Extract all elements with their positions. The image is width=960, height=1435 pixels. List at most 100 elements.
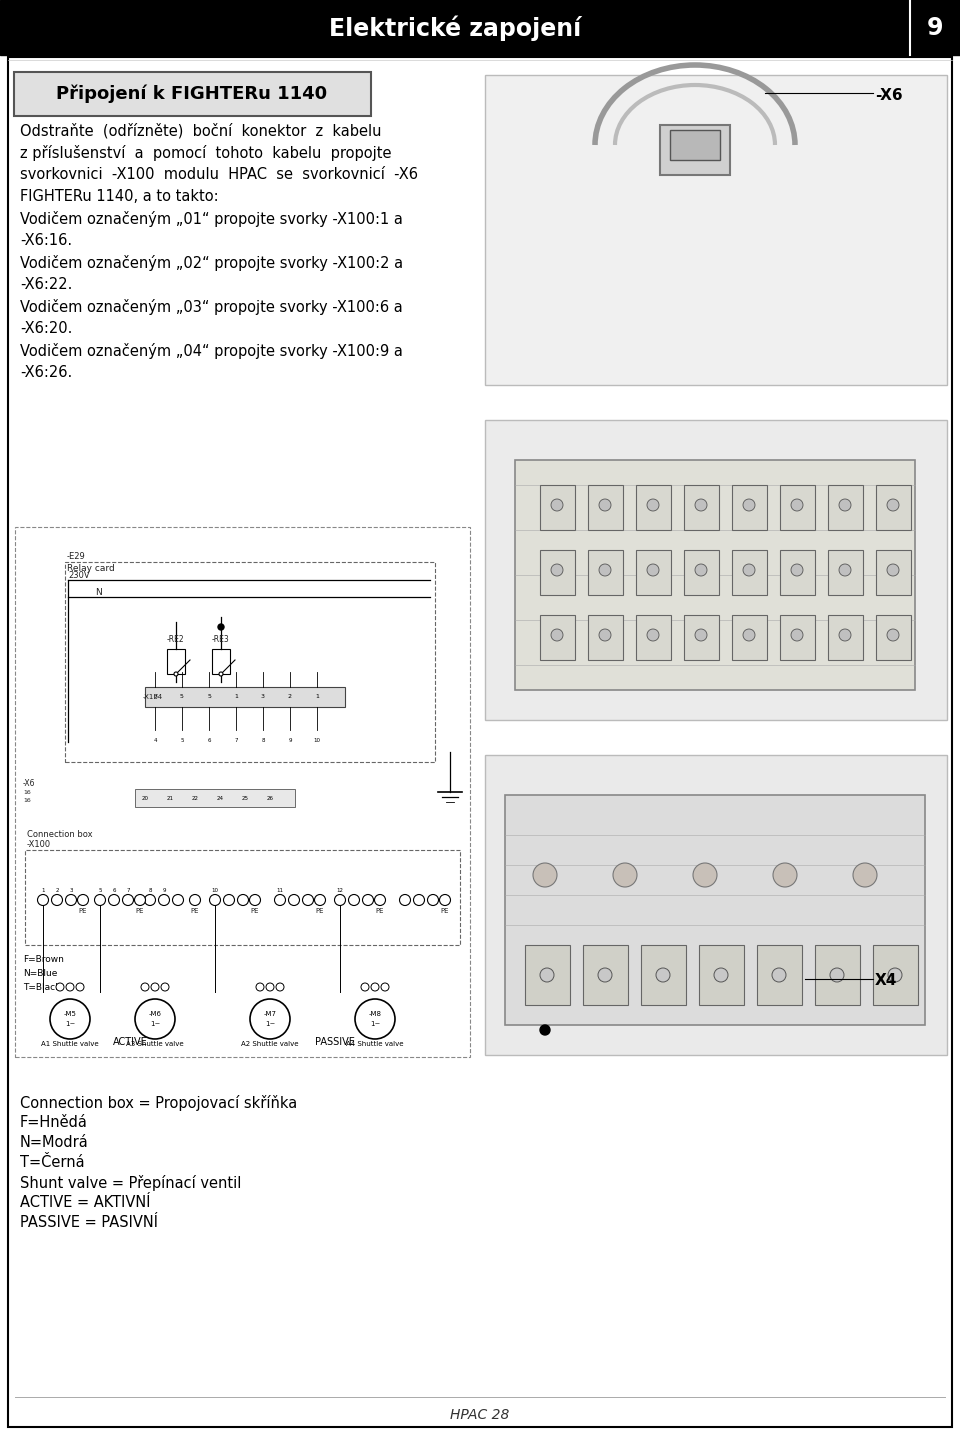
Text: 4: 4 [154, 738, 156, 743]
Circle shape [76, 983, 84, 992]
Bar [684, 616, 719, 660]
FancyBboxPatch shape [14, 72, 371, 116]
Circle shape [218, 624, 224, 630]
Circle shape [37, 894, 49, 905]
Text: PASSIVE: PASSIVE [315, 1038, 355, 1048]
Circle shape [887, 629, 899, 641]
Text: -RE2: -RE2 [167, 636, 184, 644]
Bar [641, 946, 686, 1004]
Circle shape [348, 894, 359, 905]
Text: F=Brown: F=Brown [23, 956, 64, 964]
Text: 16: 16 [23, 791, 31, 795]
Bar [828, 550, 863, 596]
Text: 20: 20 [141, 795, 149, 801]
Text: Připojení k FIGHTERu 1140: Připojení k FIGHTERu 1140 [57, 85, 327, 103]
Circle shape [371, 983, 379, 992]
Circle shape [887, 564, 899, 575]
Text: HPAC 28: HPAC 28 [450, 1408, 510, 1422]
Bar [485, 755, 947, 1055]
Text: svorkovnici  -X100  modulu  HPAC  se  svorkovnicí  -X6: svorkovnici -X100 modulu HPAC se svorkov… [20, 166, 418, 182]
Bar [515, 461, 915, 690]
Bar [212, 649, 230, 674]
Text: Vodičem označeným „02“ propojte svorky -X100:2 a: Vodičem označeným „02“ propojte svorky -… [20, 255, 403, 271]
Text: Odstraňte  (odřízněte)  boční  konektor  z  kabelu: Odstraňte (odřízněte) boční konektor z k… [20, 123, 381, 139]
Text: A1 Shuttle valve: A1 Shuttle valve [41, 1040, 99, 1048]
Text: Shunt valve = Přepínací ventil: Shunt valve = Přepínací ventil [20, 1175, 241, 1191]
Circle shape [276, 983, 284, 992]
Circle shape [145, 894, 156, 905]
Text: Elektrické zapojení: Elektrické zapojení [329, 16, 581, 40]
Bar [670, 131, 720, 159]
Text: FIGHTERu 1140, a to takto:: FIGHTERu 1140, a to takto: [20, 189, 219, 204]
Text: T=Black: T=Black [23, 983, 60, 992]
Circle shape [52, 894, 62, 905]
Text: F=Hnědá: F=Hnědá [20, 1115, 88, 1129]
Bar [588, 550, 623, 596]
Circle shape [551, 499, 563, 511]
Bar [583, 946, 628, 1004]
Circle shape [56, 983, 64, 992]
Circle shape [302, 894, 314, 905]
Circle shape [714, 969, 728, 982]
Bar [0, 0, 960, 55]
Text: -X6:22.: -X6:22. [20, 277, 72, 291]
Text: 10: 10 [314, 738, 321, 743]
Circle shape [174, 672, 178, 676]
Bar [485, 75, 947, 385]
Circle shape [887, 499, 899, 511]
Bar [145, 687, 345, 707]
Circle shape [250, 999, 290, 1039]
Bar [505, 795, 925, 1025]
Text: 5: 5 [207, 695, 211, 699]
Text: -E29: -E29 [67, 552, 85, 561]
Circle shape [830, 969, 844, 982]
Text: 2: 2 [56, 888, 59, 893]
Text: 10: 10 [211, 888, 219, 893]
Bar [636, 550, 671, 596]
Bar [636, 485, 671, 530]
Circle shape [599, 564, 611, 575]
Text: 6: 6 [207, 738, 211, 743]
Text: PE: PE [251, 908, 259, 914]
Text: 1~: 1~ [150, 1020, 160, 1027]
Circle shape [540, 969, 554, 982]
Text: Vodičem označeným „03“ propojte svorky -X100:6 a: Vodičem označeným „03“ propojte svorky -… [20, 298, 403, 316]
Bar [815, 946, 860, 1004]
Bar [15, 527, 470, 1058]
Text: -M6: -M6 [149, 1012, 161, 1017]
Bar [540, 550, 575, 596]
Text: PE: PE [441, 908, 449, 914]
Circle shape [695, 564, 707, 575]
Circle shape [551, 629, 563, 641]
Text: Connection box: Connection box [27, 829, 92, 839]
Bar [636, 616, 671, 660]
Circle shape [65, 894, 77, 905]
Bar [828, 485, 863, 530]
Circle shape [158, 894, 170, 905]
Text: 1: 1 [41, 888, 45, 893]
Circle shape [135, 999, 175, 1039]
Circle shape [334, 894, 346, 905]
Circle shape [361, 983, 369, 992]
Circle shape [94, 894, 106, 905]
Text: PE: PE [316, 908, 324, 914]
Bar [732, 485, 767, 530]
Circle shape [839, 499, 851, 511]
Text: -M8: -M8 [369, 1012, 381, 1017]
Text: 3: 3 [69, 888, 73, 893]
Text: -M5: -M5 [63, 1012, 77, 1017]
Circle shape [275, 894, 285, 905]
Circle shape [256, 983, 264, 992]
Bar [876, 550, 911, 596]
Bar [876, 485, 911, 530]
Circle shape [266, 983, 274, 992]
Circle shape [108, 894, 119, 905]
Text: 21: 21 [166, 795, 174, 801]
Text: 11: 11 [276, 888, 283, 893]
Text: -X6:20.: -X6:20. [20, 321, 72, 336]
Text: PE: PE [375, 908, 384, 914]
Circle shape [289, 894, 300, 905]
Bar [660, 125, 730, 175]
Bar [167, 649, 185, 674]
Text: 2: 2 [288, 695, 292, 699]
